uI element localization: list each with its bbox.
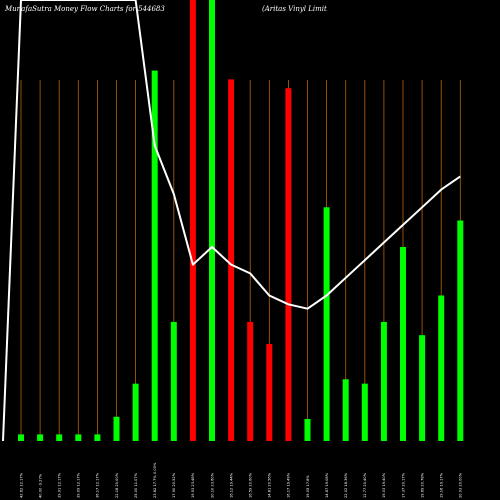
bar-7 xyxy=(132,383,139,441)
x-tick-label: 17.37 20.17% xyxy=(401,472,405,498)
trend-line-group xyxy=(2,0,461,442)
x-tick-labels: 42.62 12.17% 40.00 -9.27% 39.91 12.17% 39.0… xyxy=(19,462,462,498)
x-tick-label: 36.17 12.17% xyxy=(96,472,100,498)
bars xyxy=(18,0,464,441)
bar-12 xyxy=(228,79,235,441)
bar-8 xyxy=(151,70,158,441)
x-tick-label: 40.00 -9.27% xyxy=(38,473,42,498)
x-tick-label: 22.02 18.36% xyxy=(344,472,348,498)
bar-11 xyxy=(209,0,215,441)
bar-23 xyxy=(438,295,445,441)
x-tick-label: 20.10 23.60% xyxy=(210,472,214,498)
x-tick-label: 39.91 12.17% xyxy=(58,472,62,498)
x-tick-label: 19.16 19.17% xyxy=(440,472,444,498)
bar-20 xyxy=(380,321,387,441)
x-tick-label: 25.00 11.07% xyxy=(134,472,138,498)
bar-17 xyxy=(323,207,330,441)
x-tick-label: 19.69 20.78% xyxy=(420,472,424,498)
x-tick-label: 19.03 19.40% xyxy=(382,472,386,498)
bar-6 xyxy=(113,416,120,441)
bar-22 xyxy=(419,335,426,441)
bar-21 xyxy=(400,246,406,441)
bar-24 xyxy=(457,220,464,441)
bar-4 xyxy=(75,434,82,441)
x-tick-label: 23.82 17.7% 0.00% xyxy=(153,462,157,498)
bar-16 xyxy=(304,418,311,441)
x-tick-label: 22.18 20.00% xyxy=(115,472,119,498)
x-tick-label: 12.77 20.40% xyxy=(363,472,367,498)
x-tick-label: 19.53 23.48% xyxy=(191,472,195,498)
x-tick-label: 39.09 12.17% xyxy=(77,472,81,498)
x-tick-label: 16.17 19.49% xyxy=(287,472,291,498)
bar-15 xyxy=(285,88,292,441)
bar-5 xyxy=(94,434,101,441)
chart-title-company: (Aritas Vinyl Limit xyxy=(262,5,327,13)
x-tick-label: 16.12 19.44% xyxy=(229,472,233,498)
bar-14 xyxy=(266,343,273,441)
bar-18 xyxy=(342,379,349,441)
bar-1 xyxy=(18,434,24,441)
x-tick-label: 42.62 12.17% xyxy=(19,472,23,498)
x-tick-label: 20.03 20.00% xyxy=(459,472,463,498)
bar-19 xyxy=(361,383,368,441)
trend-line xyxy=(2,0,461,442)
bar-3 xyxy=(56,434,63,441)
x-tick-label: 14.81 20.56% xyxy=(268,472,272,498)
chart-title: MunafaSutra Money Flow Charts for 544683 xyxy=(4,5,165,13)
bar-9 xyxy=(170,321,177,441)
x-tick-label: 19.05 17.8% xyxy=(306,475,310,498)
x-tick-label: 17.90 20.52% xyxy=(172,472,176,498)
bar-2 xyxy=(37,434,44,441)
x-tick-label: 16.59 20.60% xyxy=(249,472,253,498)
bar-10 xyxy=(189,0,196,441)
bar-13 xyxy=(247,321,254,441)
x-tick-label: 14.67 19.08% xyxy=(325,472,329,498)
